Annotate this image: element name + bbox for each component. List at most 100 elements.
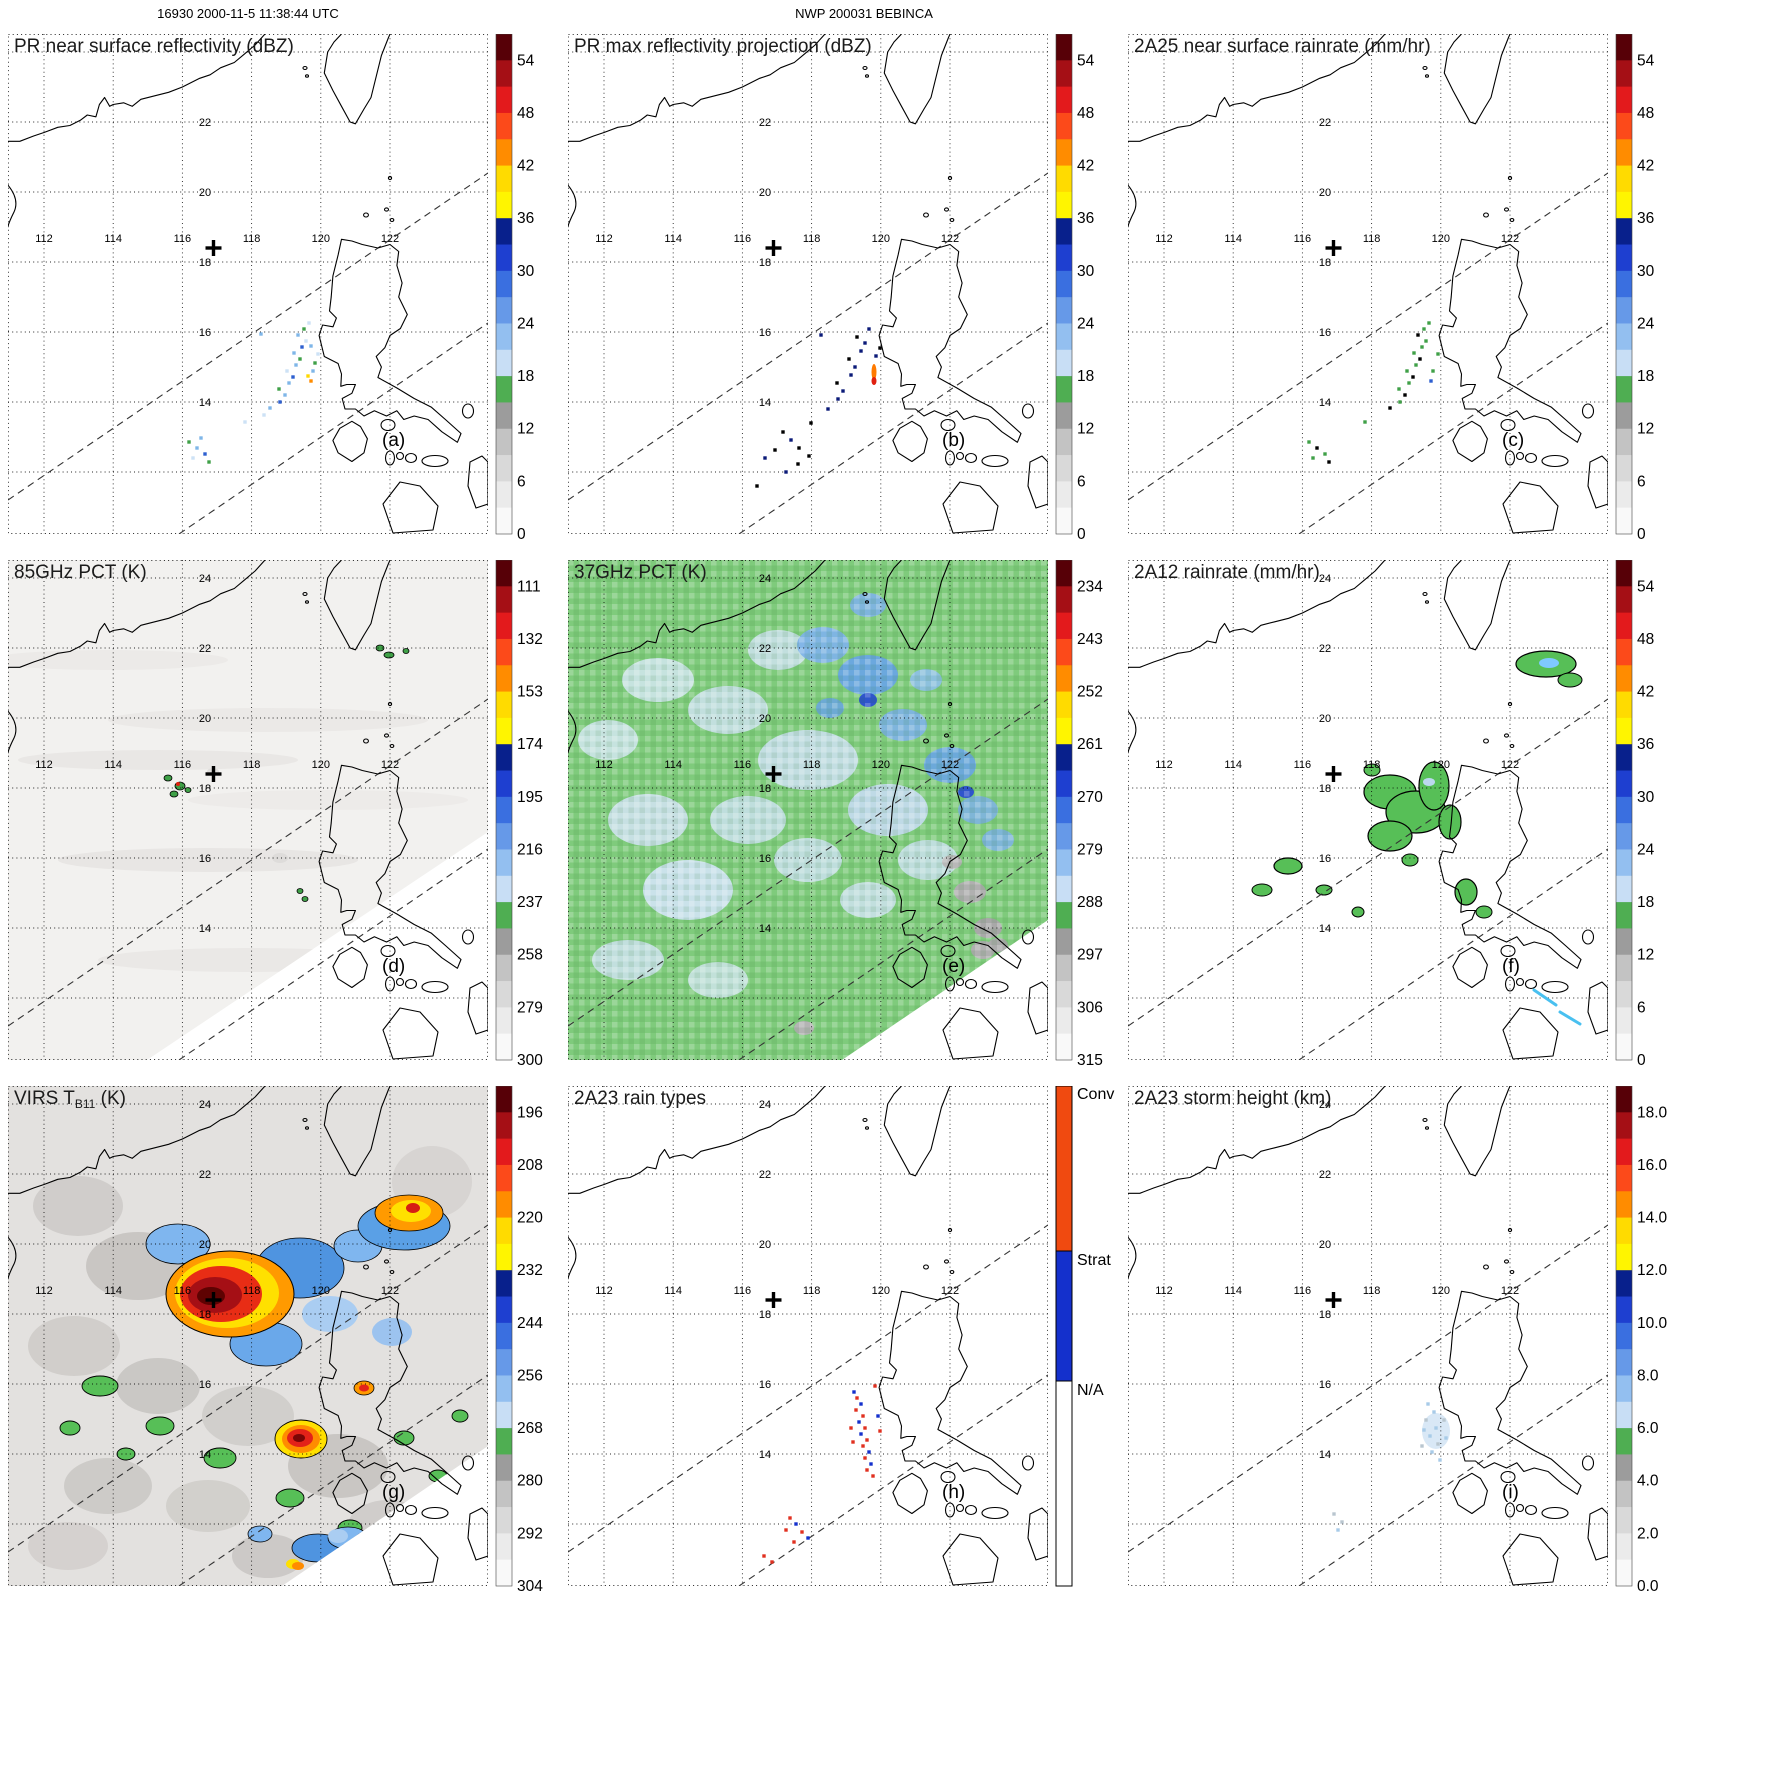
lat-label: 20 [1319, 187, 1331, 199]
colorbar-tick: 10.0 [1637, 1315, 1668, 1332]
lon-label: 114 [664, 759, 682, 771]
lat-label: 16 [759, 1379, 771, 1391]
panel-letter: (a) [382, 430, 405, 451]
panel-title: PR near surface reflectivity (dBZ) [14, 36, 294, 57]
colorbar-tick: 304 [517, 1578, 543, 1595]
lon-label: 114 [1224, 233, 1242, 245]
colorbar-tick: 258 [517, 947, 543, 964]
lat-label: 18 [199, 1309, 211, 1321]
colorbar-tick: 4.0 [1637, 1473, 1659, 1490]
storm-center-marker [205, 240, 222, 256]
lat-label: 18 [199, 783, 211, 795]
colorbar-tick: 8.0 [1637, 1367, 1659, 1384]
lon-label: 112 [35, 1285, 53, 1297]
panel-letter: (f) [1502, 956, 1520, 977]
lat-label: 14 [759, 397, 771, 409]
lat-label: 18 [1319, 257, 1331, 269]
colorbar-tick: 54 [1637, 52, 1655, 69]
lat-label: 20 [199, 713, 211, 725]
colorbar-tick: 300 [517, 1052, 543, 1069]
panel-letter: (i) [1502, 1482, 1519, 1503]
lon-label: 118 [1363, 233, 1381, 245]
colorbar-tick: 6.0 [1637, 1420, 1659, 1437]
lat-label: 24 [199, 573, 211, 585]
scan-header: 16930 2000-11-5 11:38:44 UTC [157, 6, 339, 21]
lat-label: 22 [199, 643, 211, 655]
lat-label: 20 [759, 1239, 771, 1251]
lat-label: 18 [759, 257, 771, 269]
colorbar-tick: 16.0 [1637, 1157, 1668, 1174]
colorbar-tick: 270 [1077, 789, 1103, 806]
colorbar-tick: 306 [1077, 999, 1103, 1016]
lon-label: 120 [872, 759, 890, 771]
colorbar: 54 48 42 36 30 24 18 12 6 0 [495, 34, 535, 543]
colorbar-tick: 292 [517, 1525, 543, 1542]
lat-label: 14 [759, 923, 771, 935]
lon-label: 120 [1432, 1285, 1450, 1297]
colorbar-tick: 153 [517, 684, 543, 701]
storm-center-marker [205, 766, 222, 782]
lat-label: 24 [199, 1099, 211, 1111]
storm-center-marker [205, 1292, 222, 1308]
coastline [1128, 1086, 1608, 1586]
lat-label: 22 [759, 643, 771, 655]
lat-label: 16 [1319, 853, 1331, 865]
lat-label: 18 [759, 783, 771, 795]
lat-label: 14 [1319, 1449, 1331, 1461]
colorbar: 234 243 252 261 270 279 288 297 306 315 [1055, 560, 1103, 1069]
coastline [568, 34, 1048, 534]
panel-title: 2A23 rain types [574, 1088, 706, 1109]
lat-label: 14 [199, 923, 211, 935]
colorbar-label: Conv [1077, 1086, 1114, 1103]
lat-label: 24 [759, 1099, 771, 1111]
colorbar-tick: 288 [1077, 894, 1103, 911]
lat-label: 22 [1319, 117, 1331, 129]
colorbar: 18.0 16.0 14.0 12.0 10.0 8.0 6.0 4.0 2.0 0.0 [1615, 1086, 1668, 1595]
colorbar-tick: 0.0 [1637, 1578, 1659, 1595]
colorbar-tick: 279 [1077, 841, 1103, 858]
lat-label: 24 [1319, 573, 1331, 585]
lat-label: 14 [1319, 923, 1331, 935]
latlon-grid [568, 560, 1048, 1060]
storm-header: NWP 200031 BEBINCA [795, 6, 933, 21]
colorbar-tick: 6 [1637, 473, 1646, 490]
lat-label: 22 [759, 1169, 771, 1181]
colorbar: 54 48 42 36 30 24 18 12 6 0 [1615, 560, 1655, 1069]
panel-letter: (d) [382, 956, 405, 977]
colorbar-tick: 0 [1637, 1052, 1646, 1069]
swath-data-field [8, 1086, 488, 1586]
panel-letter: (g) [382, 1482, 405, 1503]
colorbar-label: Strat [1077, 1252, 1111, 1269]
lon-label: 116 [1294, 1285, 1312, 1297]
swath-edge-lines [568, 1224, 1048, 1586]
lat-label: 16 [759, 327, 771, 339]
colorbar-tick: 0 [1077, 526, 1086, 543]
lon-label: 118 [803, 1285, 821, 1297]
swath-edge-lines [1128, 172, 1608, 534]
lat-label: 14 [199, 397, 211, 409]
colorbar-tick: 174 [517, 736, 543, 753]
colorbar-tick: 0 [517, 526, 526, 543]
colorbar-tick: 18 [1637, 894, 1654, 911]
colorbar: 54 48 42 36 30 24 18 12 6 0 [1055, 34, 1095, 543]
lat-label: 18 [1319, 783, 1331, 795]
lat-label: 20 [759, 187, 771, 199]
colorbar-tick: 54 [1077, 52, 1095, 69]
swath-edge-lines [1128, 1224, 1608, 1586]
lon-label: 120 [312, 233, 330, 245]
latlon-grid [1128, 34, 1608, 534]
colorbar-tick: 30 [1077, 263, 1095, 280]
lat-label: 24 [759, 573, 771, 585]
colorbar-tick: 244 [517, 1315, 543, 1332]
latlon-grid [8, 560, 488, 1060]
lon-label: 114 [664, 1285, 682, 1297]
coastline [1128, 560, 1608, 1060]
